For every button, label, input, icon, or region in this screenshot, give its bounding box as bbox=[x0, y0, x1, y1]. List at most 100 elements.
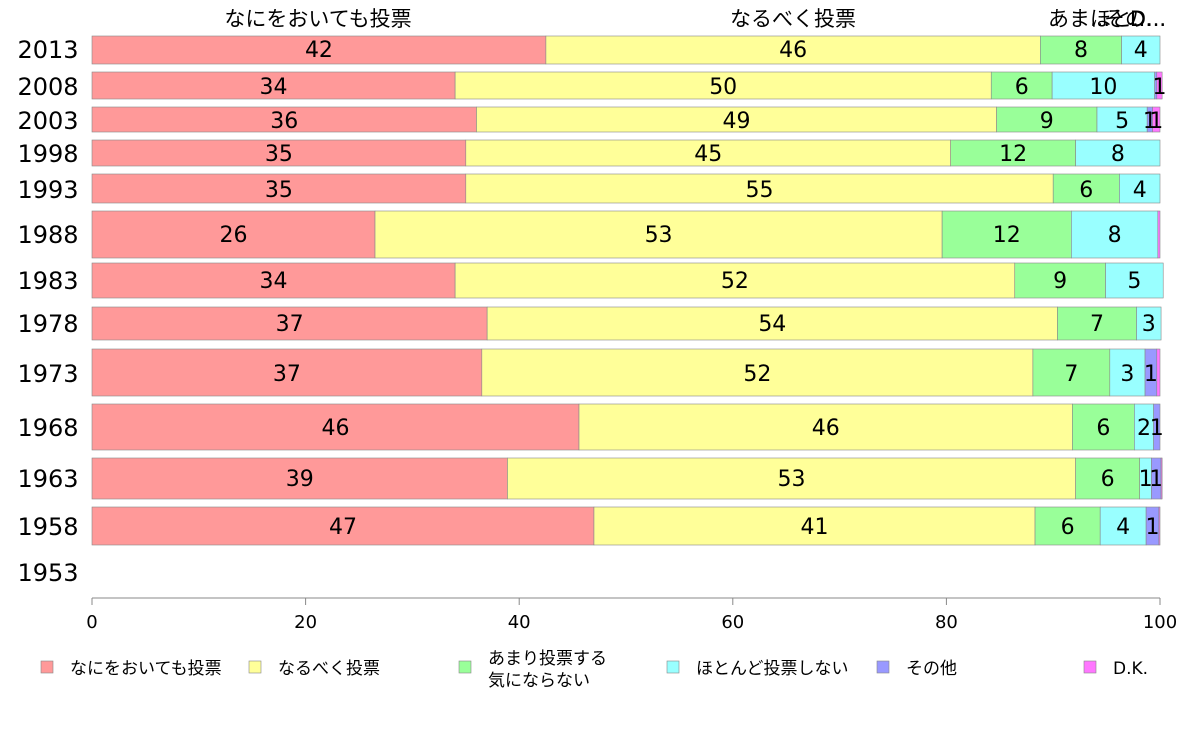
top-label-2: あま... bbox=[1048, 7, 1110, 31]
bar-segment-1958-s3 bbox=[1099, 506, 1147, 546]
y-tick-label-1998: 1998 bbox=[17, 140, 78, 168]
legend-label-2-line-0: あまり投票する bbox=[488, 649, 607, 669]
data-label-1963-s4: 1 bbox=[1149, 467, 1163, 492]
legend-swatch-3 bbox=[666, 660, 680, 674]
data-label-2003-s1: 49 bbox=[723, 109, 751, 134]
bar-segment-1978-s3 bbox=[1136, 306, 1162, 341]
top-label-5: D... bbox=[1130, 7, 1166, 31]
bar-segment-2008-s3 bbox=[1051, 71, 1155, 100]
x-tick-label-60: 60 bbox=[721, 612, 744, 633]
data-label-2008-s3: 10 bbox=[1089, 75, 1117, 100]
data-label-1988-s1: 53 bbox=[645, 223, 673, 248]
x-tick-label-80: 80 bbox=[935, 612, 958, 633]
data-label-1983-s2: 9 bbox=[1053, 269, 1067, 294]
data-label-1963-s3: 1 bbox=[1139, 467, 1153, 492]
data-label-1958-s4: 1 bbox=[1146, 515, 1160, 540]
bar-segment-1993-s0 bbox=[91, 173, 467, 204]
data-label-1978-s2: 7 bbox=[1090, 312, 1104, 337]
legend-label-1-line-0: なるべく投票 bbox=[278, 659, 380, 679]
y-tick-label-1968: 1968 bbox=[17, 414, 78, 442]
data-label-1968-s2: 6 bbox=[1096, 416, 1110, 441]
bar-segment-1998-s0 bbox=[91, 139, 467, 167]
bar-segment-1998-s1 bbox=[465, 139, 951, 167]
bar-segment-1973-s2 bbox=[1032, 348, 1111, 397]
data-label-2008-s5: 1 bbox=[1152, 75, 1166, 100]
bar-segment-1963-s0 bbox=[91, 457, 508, 500]
legend-swatch-5 bbox=[1083, 660, 1097, 674]
data-label-1958-s1: 41 bbox=[801, 515, 829, 540]
bar-segment-1998-s2 bbox=[950, 139, 1076, 167]
data-label-1993-s2: 6 bbox=[1079, 178, 1093, 203]
top-label-1: なるべく投票 bbox=[730, 7, 856, 31]
bar-segment-2013-s1 bbox=[545, 35, 1041, 65]
legend-label-3-line-0: ほとんど投票しない bbox=[696, 659, 849, 679]
y-tick-label-1973: 1973 bbox=[17, 360, 78, 388]
bar-segment-2008-s1 bbox=[454, 71, 992, 100]
x-tick-label-20: 20 bbox=[294, 612, 317, 633]
data-label-1968-s3: 2 bbox=[1137, 416, 1151, 441]
bar-segment-1958-s2 bbox=[1034, 506, 1101, 546]
x-tick-label-0: 0 bbox=[86, 612, 97, 633]
data-label-2008-s1: 50 bbox=[709, 75, 737, 100]
y-axis-labels: 2013 2008 2003 1998 1993 1988 1983 1978 1973 1968… bbox=[17, 36, 78, 587]
bar-segment-1963-s1 bbox=[507, 457, 1076, 500]
data-label-1958-s2: 6 bbox=[1061, 515, 1075, 540]
data-label-1993-s3: 4 bbox=[1133, 178, 1147, 203]
data-label-1968-s1: 46 bbox=[812, 416, 840, 441]
x-tick-label-40: 40 bbox=[508, 612, 531, 633]
bar-segment-2013-s3 bbox=[1121, 35, 1161, 65]
bar-segment-1968-s4 bbox=[1153, 403, 1161, 451]
bar-segment-1993-s1 bbox=[465, 173, 1054, 204]
data-label-2013-s1: 46 bbox=[779, 38, 807, 63]
legend-label-0-line-0: なにをおいても投票 bbox=[70, 659, 222, 679]
bar-segment-1998-s3 bbox=[1075, 139, 1161, 167]
bar-segment-2003-s3 bbox=[1096, 106, 1148, 133]
data-label-1973-s1: 52 bbox=[743, 362, 771, 387]
data-label-1988-s3: 8 bbox=[1108, 223, 1122, 248]
legend-label-5-line-0: D.K. bbox=[1113, 659, 1148, 679]
bar-segment-1963-s2 bbox=[1075, 457, 1141, 500]
bar-segment-1973-s5 bbox=[1156, 348, 1161, 397]
data-label-2008-s2: 6 bbox=[1015, 75, 1029, 100]
data-label-2003-s3: 5 bbox=[1115, 109, 1129, 134]
data-label-2013-s0: 42 bbox=[305, 38, 333, 63]
data-label-1963-s2: 6 bbox=[1101, 467, 1115, 492]
bar-segment-1973-s0 bbox=[91, 348, 483, 397]
data-label-1973-s2: 7 bbox=[1064, 362, 1078, 387]
data-label-1963-s1: 53 bbox=[778, 467, 806, 492]
data-label-1968-s4: 1 bbox=[1150, 416, 1164, 441]
legend-swatch-2 bbox=[458, 660, 472, 674]
data-label-1983-s0: 34 bbox=[260, 269, 288, 294]
data-label-1993-s0: 35 bbox=[265, 178, 293, 203]
data-label-1973-s0: 37 bbox=[273, 362, 301, 387]
y-tick-label-1993: 1993 bbox=[17, 176, 78, 204]
legend-label-4-line-0: その他 bbox=[906, 659, 957, 679]
bar-segment-1963-s5 bbox=[1160, 457, 1163, 500]
data-label-1998-s2: 12 bbox=[999, 142, 1027, 167]
bar-segment-1958-s0 bbox=[91, 506, 595, 546]
data-label-1988-s2: 12 bbox=[993, 223, 1021, 248]
legend-swatch-0 bbox=[40, 660, 54, 674]
bar-segment-1983-s3 bbox=[1105, 262, 1164, 299]
bar-segment-2008-s2 bbox=[990, 71, 1053, 100]
data-label-1973-s4: 1 bbox=[1144, 362, 1158, 387]
data-label-2003-s5: 1 bbox=[1149, 109, 1163, 134]
bar-segment-1968-s2 bbox=[1072, 403, 1135, 451]
bar-segment-1993-s3 bbox=[1119, 173, 1161, 204]
top-label-4: その... bbox=[1104, 7, 1166, 31]
x-tick-label-100: 100 bbox=[1143, 612, 1177, 633]
bar-segment-2008-s5 bbox=[1156, 71, 1163, 100]
top-label-0: なにをおいても投票 bbox=[224, 7, 411, 31]
bar-segment-1973-s1 bbox=[481, 348, 1034, 397]
bar-segment-2003-s5 bbox=[1152, 106, 1161, 133]
data-label-1983-s3: 5 bbox=[1127, 269, 1141, 294]
top-label-3: ほと... bbox=[1090, 7, 1152, 31]
bar-segment-1973-s3 bbox=[1109, 348, 1146, 397]
data-label-1983-s1: 52 bbox=[721, 269, 749, 294]
data-label-1958-s3: 4 bbox=[1116, 515, 1130, 540]
data-label-1958-s0: 47 bbox=[329, 515, 357, 540]
data-label-2013-s2: 8 bbox=[1074, 38, 1088, 63]
y-tick-label-2003: 2003 bbox=[17, 107, 78, 135]
